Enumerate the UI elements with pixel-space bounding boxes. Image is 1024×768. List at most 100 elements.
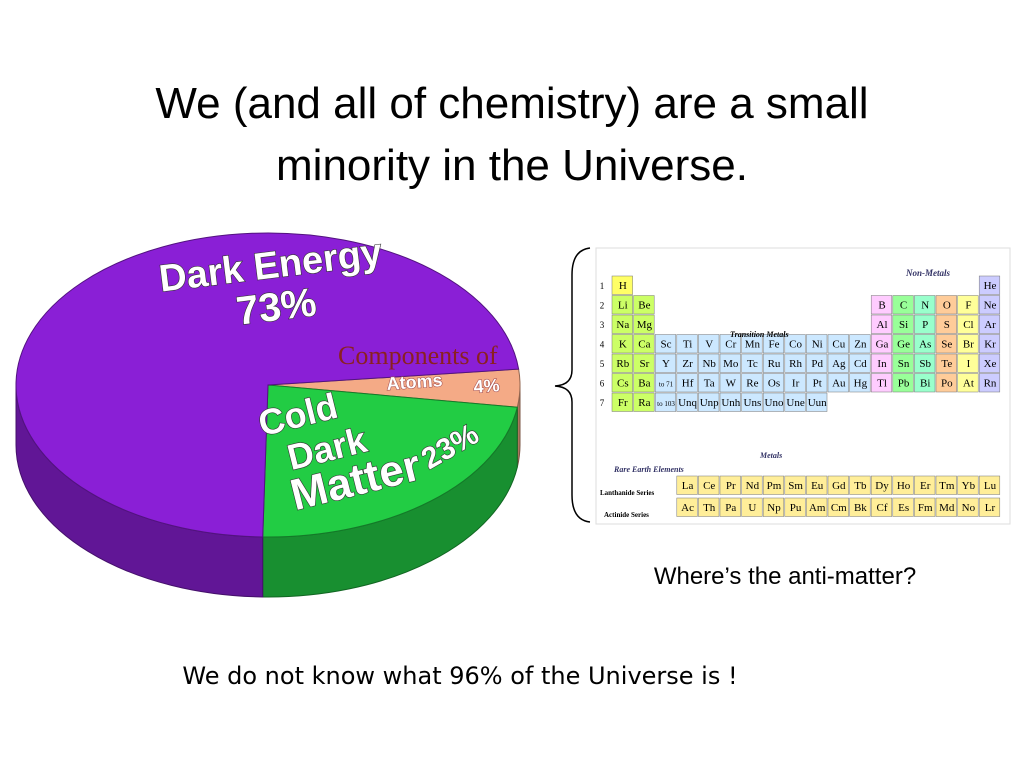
element-symbol: Ba — [638, 378, 650, 390]
question: Where’s the anti-matter? — [654, 563, 916, 590]
element-symbol: Re — [746, 378, 758, 390]
element-cell — [892, 475, 914, 495]
element-cell — [698, 475, 720, 495]
element-symbol: As — [919, 339, 931, 351]
element-symbol: Fm — [918, 502, 933, 514]
element-cell — [654, 373, 677, 393]
element-symbol: Sn — [898, 358, 910, 370]
element-cell — [698, 373, 720, 393]
element-symbol: Ta — [704, 378, 715, 390]
element-cell — [784, 392, 806, 412]
element-symbol: O — [943, 300, 951, 312]
table-label: Metals — [759, 451, 782, 460]
element-cell — [806, 353, 828, 373]
element-cell — [676, 353, 698, 373]
element-symbol: Al — [877, 319, 888, 331]
element-symbol: Ag — [832, 358, 846, 370]
element-symbol: to 71 — [659, 381, 674, 389]
period-label: 3 — [600, 320, 605, 330]
element-cell — [633, 334, 655, 354]
element-symbol: I — [967, 358, 971, 370]
element-symbol: Na — [616, 319, 629, 331]
element-symbol: Pd — [811, 358, 823, 370]
element-symbol: Cm — [831, 502, 847, 514]
element-symbol: Sc — [661, 339, 672, 351]
element-cell — [806, 373, 828, 393]
element-cell — [611, 392, 633, 412]
element-cell — [870, 475, 893, 495]
element-cell — [719, 334, 741, 354]
element-symbol: Eu — [811, 480, 824, 492]
element-symbol: Uun — [808, 397, 827, 409]
element-cell — [741, 334, 763, 354]
element-cell — [611, 353, 633, 373]
element-symbol: Cd — [854, 358, 867, 370]
element-cell — [914, 373, 936, 393]
element-symbol: Mg — [637, 319, 653, 331]
element-symbol: Rb — [616, 358, 629, 370]
element-cell — [762, 497, 785, 517]
element-cell — [676, 373, 698, 393]
element-symbol: Rn — [984, 378, 997, 390]
element-cell — [935, 334, 957, 354]
element-symbol: H — [619, 280, 627, 292]
element-cell — [870, 314, 893, 334]
element-symbol: Y — [662, 358, 670, 370]
element-cell — [633, 392, 655, 412]
element-symbol: Mo — [723, 358, 739, 370]
element-symbol: Hg — [854, 378, 868, 390]
element-symbol: F — [965, 300, 971, 312]
element-cell — [633, 353, 655, 373]
element-cell — [611, 275, 633, 295]
element-symbol: Ne — [984, 300, 997, 312]
element-cell — [611, 373, 633, 393]
element-cell — [719, 373, 741, 393]
element-symbol: Sm — [788, 480, 803, 492]
period-label: 1 — [600, 281, 605, 291]
element-cell — [957, 353, 979, 373]
element-cell — [784, 353, 806, 373]
element-cell — [762, 392, 785, 412]
element-cell — [676, 475, 698, 495]
element-symbol: Te — [941, 358, 952, 370]
element-cell — [957, 497, 979, 517]
element-cell — [935, 314, 957, 334]
element-symbol: Cu — [832, 339, 845, 351]
element-cell — [957, 334, 979, 354]
element-symbol: Pa — [725, 502, 736, 514]
element-cell — [892, 295, 914, 315]
element-cell — [849, 373, 871, 393]
element-cell — [892, 497, 914, 517]
element-cell — [698, 334, 720, 354]
element-symbol: Ga — [876, 339, 889, 351]
element-cell — [935, 475, 957, 495]
element-cell — [654, 334, 677, 354]
periodic-table: 1 2 3 4 5 6 7 H He Li Be B C N O F Ne Na Mg Al Si P S Cl Ar K Ca Sc… — [600, 268, 1001, 519]
element-symbol: Unh — [721, 397, 740, 409]
element-symbol: Unp — [700, 397, 719, 409]
element-symbol: Sb — [919, 358, 931, 370]
element-symbol: Pu — [790, 502, 802, 514]
element-symbol: Au — [832, 378, 846, 390]
element-symbol: C — [900, 300, 907, 312]
element-cell — [698, 353, 720, 373]
element-symbol: Tl — [877, 378, 887, 390]
element-symbol: Am — [809, 502, 826, 514]
element-cell — [935, 295, 957, 315]
pie-slice — [15, 232, 520, 538]
pie-value-label: 4% — [473, 375, 500, 397]
table-label: Lanthanide Series — [600, 489, 655, 497]
period-label: 6 — [600, 379, 605, 389]
element-cell — [914, 475, 936, 495]
element-cell — [633, 373, 655, 393]
element-cell — [827, 353, 849, 373]
element-symbol: Zr — [682, 358, 693, 370]
element-symbol: Bk — [854, 502, 867, 514]
element-symbol: Pm — [767, 480, 782, 492]
element-cell — [806, 497, 828, 517]
element-symbol: Tb — [854, 480, 867, 492]
title-line: minority in the Universe. — [276, 141, 748, 190]
element-symbol: Lu — [984, 480, 997, 492]
element-cell — [827, 497, 849, 517]
element-cell — [914, 295, 936, 315]
